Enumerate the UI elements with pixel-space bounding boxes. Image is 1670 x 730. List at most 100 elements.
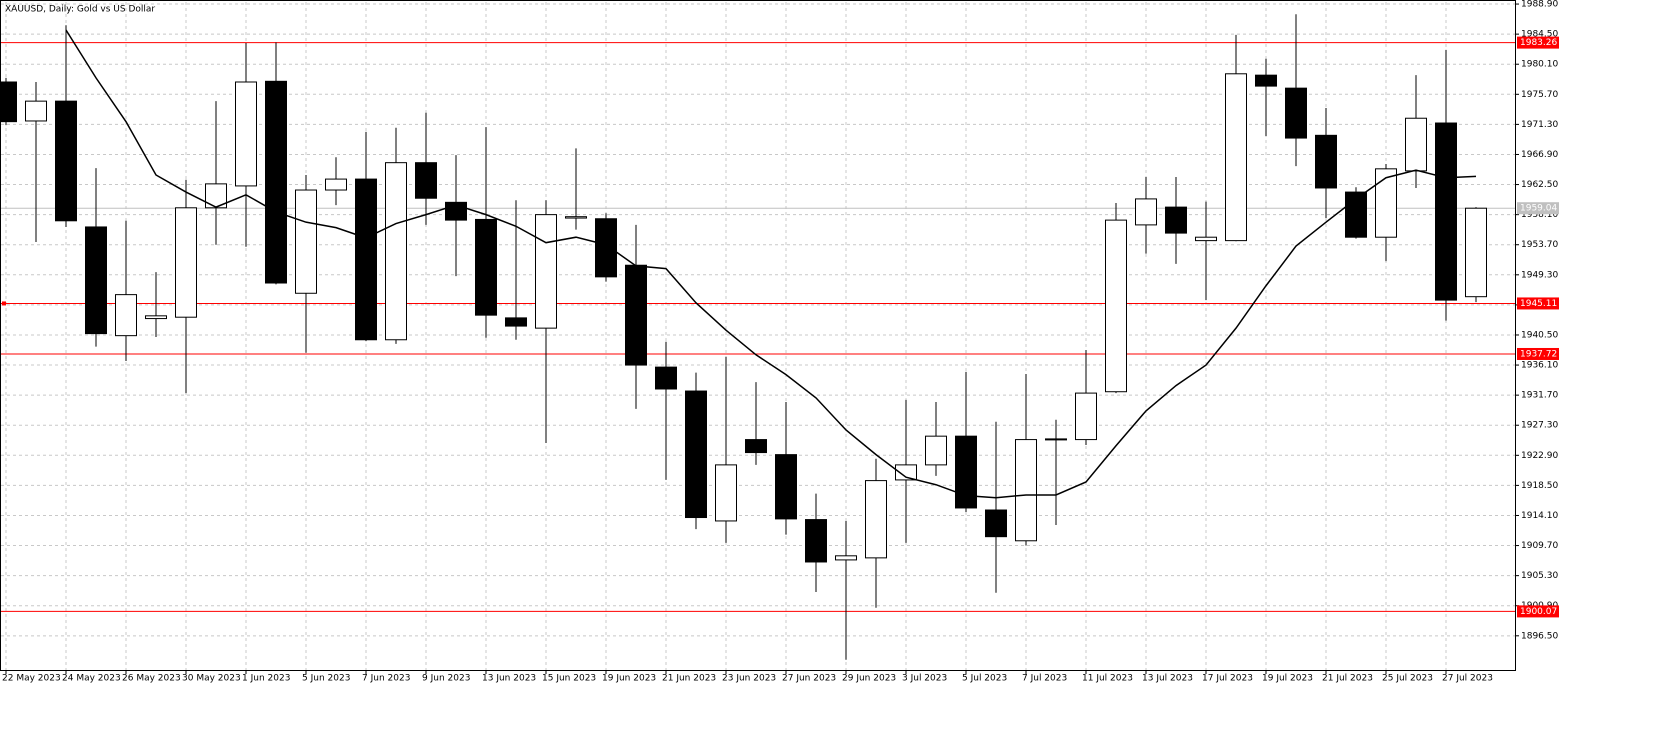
x-tick-label: 13 Jun 2023 xyxy=(482,674,536,684)
x-tick-label: 9 Jun 2023 xyxy=(422,674,470,684)
x-tick-label: 23 Jun 2023 xyxy=(722,674,776,684)
candle-body xyxy=(1015,439,1037,542)
x-tick-label: 24 May 2023 xyxy=(62,674,121,684)
price-tag xyxy=(1517,297,1559,310)
chart-title: XAUUSD, Daily: Gold vs US Dollar xyxy=(5,5,155,15)
y-tick-label: 1896.50 xyxy=(1521,631,1558,641)
candle-body xyxy=(1225,73,1247,242)
y-tick-label: 1909.70 xyxy=(1521,541,1558,551)
moving-average xyxy=(65,29,1477,499)
y-tick-label: 1988.90 xyxy=(1521,0,1558,10)
x-tick-label: 5 Jun 2023 xyxy=(302,674,350,684)
candle-body xyxy=(0,81,17,123)
x-tick-label: 3 Jul 2023 xyxy=(902,674,947,684)
candle-body xyxy=(25,100,47,122)
candle-body xyxy=(775,454,797,520)
y-tick-label: 1949.30 xyxy=(1521,270,1558,280)
candle-body xyxy=(235,81,257,187)
candle-body xyxy=(1255,74,1277,87)
candle-body xyxy=(595,218,617,278)
x-tick-label: 19 Jul 2023 xyxy=(1262,674,1313,684)
x-tick-label: 22 May 2023 xyxy=(2,674,61,684)
x-tick-label: 5 Jul 2023 xyxy=(962,674,1007,684)
candle-body xyxy=(145,315,167,320)
candle-body xyxy=(1165,206,1187,234)
candle-body xyxy=(925,435,947,466)
x-tick-label: 25 Jul 2023 xyxy=(1382,674,1433,684)
x-tick-label: 26 May 2023 xyxy=(122,674,181,684)
candle-body xyxy=(175,207,197,318)
price-tag xyxy=(1517,347,1559,360)
x-tick-label: 1 Jun 2023 xyxy=(242,674,290,684)
candle-body xyxy=(1465,207,1487,298)
level-marker xyxy=(2,301,6,306)
candle-body xyxy=(295,189,317,294)
y-tick-label: 1966.90 xyxy=(1521,150,1558,160)
price-tag-label: 1937.72 xyxy=(1520,349,1557,359)
x-tick-label: 21 Jul 2023 xyxy=(1322,674,1373,684)
candle-body xyxy=(85,226,107,335)
x-tick-label: 21 Jun 2023 xyxy=(662,674,716,684)
y-tick-label: 1971.30 xyxy=(1521,120,1558,130)
candle-body xyxy=(895,464,917,481)
y-tick-label: 1914.10 xyxy=(1521,511,1558,521)
candle-body xyxy=(1285,87,1307,139)
x-tick-label: 27 Jul 2023 xyxy=(1442,674,1493,684)
y-tick-label: 1918.50 xyxy=(1521,481,1558,491)
price-tag-label: 1900.07 xyxy=(1520,607,1557,617)
x-tick-label: 19 Jun 2023 xyxy=(602,674,656,684)
y-tick-label: 1940.50 xyxy=(1521,330,1558,340)
x-tick-label: 30 May 2023 xyxy=(182,674,241,684)
y-tick-label: 1984.50 xyxy=(1521,30,1558,40)
candle-body xyxy=(505,317,527,327)
candle-body xyxy=(115,294,137,337)
candle-body xyxy=(325,178,347,191)
candle-body xyxy=(475,218,497,316)
price-tag xyxy=(1517,605,1559,618)
candle-body xyxy=(355,178,377,341)
y-tick-label: 1922.90 xyxy=(1521,451,1558,461)
price-tag xyxy=(1517,36,1559,49)
candle-body xyxy=(1435,122,1457,301)
candle-body xyxy=(625,264,647,366)
candle-body xyxy=(1375,168,1397,238)
candle-body xyxy=(1045,438,1067,441)
candle-body xyxy=(955,435,977,509)
x-tick-label: 27 Jun 2023 xyxy=(782,674,836,684)
candle-body xyxy=(55,100,77,222)
candle-body xyxy=(1195,236,1217,242)
candle-body xyxy=(535,214,557,329)
x-tick-label: 7 Jul 2023 xyxy=(1022,674,1067,684)
candle-body xyxy=(385,162,407,341)
y-tick-label: 1953.70 xyxy=(1521,240,1558,250)
candle-body xyxy=(565,216,587,219)
candle-body xyxy=(1315,134,1337,189)
price-tag-label: 1983.26 xyxy=(1520,38,1557,48)
price-tag-label: 1945.11 xyxy=(1520,299,1557,309)
candle-body xyxy=(685,390,707,519)
y-tick-label: 1931.70 xyxy=(1521,391,1558,401)
x-tick-label: 29 Jun 2023 xyxy=(842,674,896,684)
candle-body xyxy=(745,439,767,454)
candle-body xyxy=(1075,392,1097,441)
candle-body xyxy=(655,366,677,390)
y-tick-label: 1936.10 xyxy=(1521,361,1558,371)
candle-body xyxy=(1405,117,1427,172)
candle-body xyxy=(715,464,737,522)
candle-body xyxy=(865,480,887,559)
candle-body xyxy=(985,509,1007,538)
candle-body xyxy=(1105,219,1127,393)
y-tick-label: 1980.10 xyxy=(1521,60,1558,70)
candle-body xyxy=(805,519,827,563)
y-tick-label: 1958.10 xyxy=(1521,210,1558,220)
y-tick-label: 1975.70 xyxy=(1521,90,1558,100)
candle-body xyxy=(835,555,857,561)
x-tick-label: 15 Jun 2023 xyxy=(542,674,596,684)
x-tick-label: 17 Jul 2023 xyxy=(1202,674,1253,684)
x-tick-label: 11 Jul 2023 xyxy=(1082,674,1133,684)
price-tag-label: 1959.04 xyxy=(1520,204,1557,214)
x-tick-label: 7 Jun 2023 xyxy=(362,674,410,684)
price-tag xyxy=(1517,202,1559,215)
